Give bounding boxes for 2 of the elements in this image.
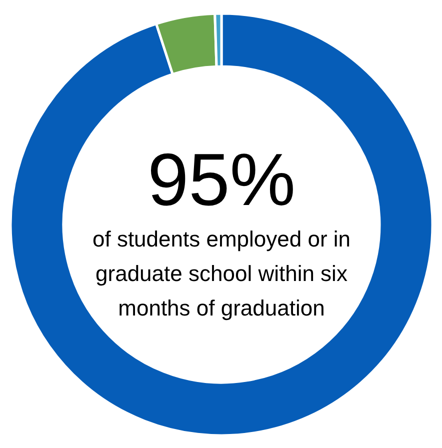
text: 95%	[147, 138, 296, 221]
text: of students employed or in graduate school within six months of graduation	[92, 226, 351, 320]
